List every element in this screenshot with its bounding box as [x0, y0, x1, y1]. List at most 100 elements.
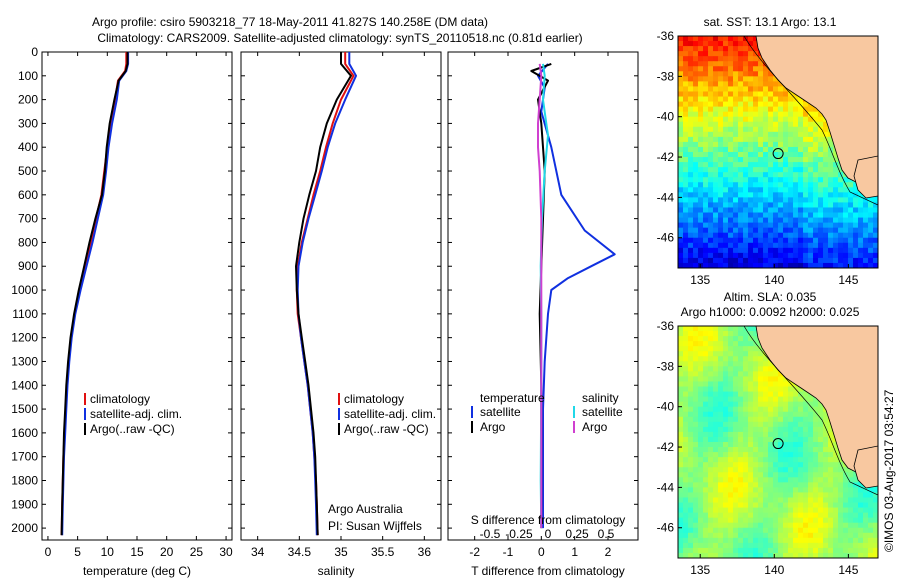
heatmap-cell — [728, 517, 734, 524]
heatmap-cell — [753, 482, 759, 488]
heatmap-cell — [848, 192, 854, 198]
heatmap-cell — [753, 416, 759, 423]
heatmap-cell — [718, 162, 724, 168]
heatmap-cell — [728, 252, 734, 259]
heatmap-cell — [798, 482, 804, 488]
heatmap-cell — [708, 341, 714, 347]
heatmap-cell — [723, 192, 729, 198]
heatmap-cell — [768, 442, 774, 448]
heatmap-cell — [833, 252, 839, 259]
heatmap-cell — [713, 517, 719, 524]
heatmap-cell — [778, 386, 784, 392]
heatmap-cell — [698, 401, 704, 408]
heatmap-cell — [678, 527, 684, 534]
heatmap-cell — [778, 426, 784, 433]
heatmap-cell — [723, 507, 729, 514]
heatmap-cell — [853, 217, 859, 224]
heatmap-cell — [703, 517, 709, 524]
heatmap-cell — [778, 217, 784, 224]
heatmap-cell — [868, 197, 874, 203]
heatmap-cell — [763, 472, 769, 478]
heatmap-cell — [698, 207, 704, 213]
heatmap-cell — [863, 252, 869, 259]
heatmap-cell — [818, 472, 824, 478]
heatmap-cell — [813, 217, 819, 224]
heatmap-cell — [763, 126, 769, 133]
heatmap-cell — [748, 361, 754, 367]
heatmap-cell — [708, 222, 714, 229]
heatmap-cell — [778, 431, 784, 438]
heatmap-cell — [793, 257, 799, 264]
heatmap-cell — [753, 136, 759, 143]
heatmap-cell — [768, 447, 774, 453]
heatmap-cell — [808, 467, 814, 473]
heatmap-cell — [708, 436, 714, 443]
heatmap-cell — [688, 522, 694, 529]
heatmap-cell — [728, 542, 734, 549]
heatmap-cell — [738, 177, 744, 183]
heatmap-cell — [738, 487, 744, 493]
heatmap-cell — [778, 421, 784, 428]
heatmap-cell — [733, 346, 739, 352]
heatmap-cell — [743, 467, 749, 473]
heatmap-cell — [698, 346, 704, 352]
heatmap-cell — [848, 247, 854, 254]
heatmap-cell — [823, 187, 829, 193]
heatmap-cell — [678, 391, 684, 398]
heatmap-cell — [693, 116, 699, 123]
heatmap-cell — [768, 507, 774, 514]
heatmap-cell — [858, 207, 864, 213]
heatmap-cell — [713, 86, 719, 92]
heatmap-cell — [683, 207, 689, 213]
heatmap-cell — [748, 472, 754, 478]
heatmap-cell — [678, 66, 684, 72]
heatmap-cell — [683, 467, 689, 473]
heatmap-cell — [718, 81, 724, 87]
heatmap-cell — [858, 197, 864, 203]
heatmap-cell — [778, 552, 784, 558]
heatmap-cell — [678, 341, 684, 347]
heatmap-cell — [758, 547, 764, 554]
heatmap-cell — [793, 136, 799, 143]
heatmap-cell — [828, 242, 834, 249]
heatmap-cell — [873, 552, 878, 558]
heatmap-cell — [818, 431, 824, 438]
heatmap-cell — [758, 386, 764, 392]
heatmap-cell — [778, 111, 784, 118]
heatmap-cell — [728, 401, 734, 408]
heatmap-cell — [763, 502, 769, 508]
heatmap-cell — [793, 157, 799, 163]
heatmap-cell — [733, 421, 739, 428]
heatmap-cell — [813, 492, 819, 498]
heatmap-cell — [773, 532, 779, 539]
heatmap-cell — [748, 247, 754, 254]
heatmap-cell — [818, 141, 824, 148]
difference-depth-ticks — [448, 51, 638, 529]
heatmap-cell — [783, 157, 789, 163]
heatmap-cell — [743, 61, 749, 67]
heatmap-cell — [843, 237, 849, 244]
heatmap-cell — [693, 167, 699, 173]
heatmap-cell — [748, 532, 754, 539]
heatmap-cell — [733, 212, 739, 218]
heatmap-cell — [703, 162, 709, 168]
heatmap-cell — [708, 157, 714, 163]
heatmap-cell — [773, 472, 779, 478]
heatmap-cell — [738, 136, 744, 143]
heatmap-cell — [823, 167, 829, 173]
heatmap-cell — [738, 172, 744, 178]
map-y-tick-label: -42 — [657, 440, 675, 454]
heatmap-cell — [723, 106, 729, 113]
heatmap-cell — [818, 116, 824, 123]
heatmap-cell — [713, 106, 719, 113]
heatmap-cell — [728, 431, 734, 438]
heatmap-cell — [783, 252, 789, 259]
heatmap-cell — [688, 252, 694, 259]
heatmap-cell — [863, 262, 869, 268]
heatmap-cell — [833, 542, 839, 549]
heatmap-cell — [743, 207, 749, 213]
heatmap-cell — [703, 421, 709, 428]
heatmap-cell — [823, 242, 829, 249]
heatmap-cell — [703, 202, 709, 208]
heatmap-cell — [698, 217, 704, 224]
